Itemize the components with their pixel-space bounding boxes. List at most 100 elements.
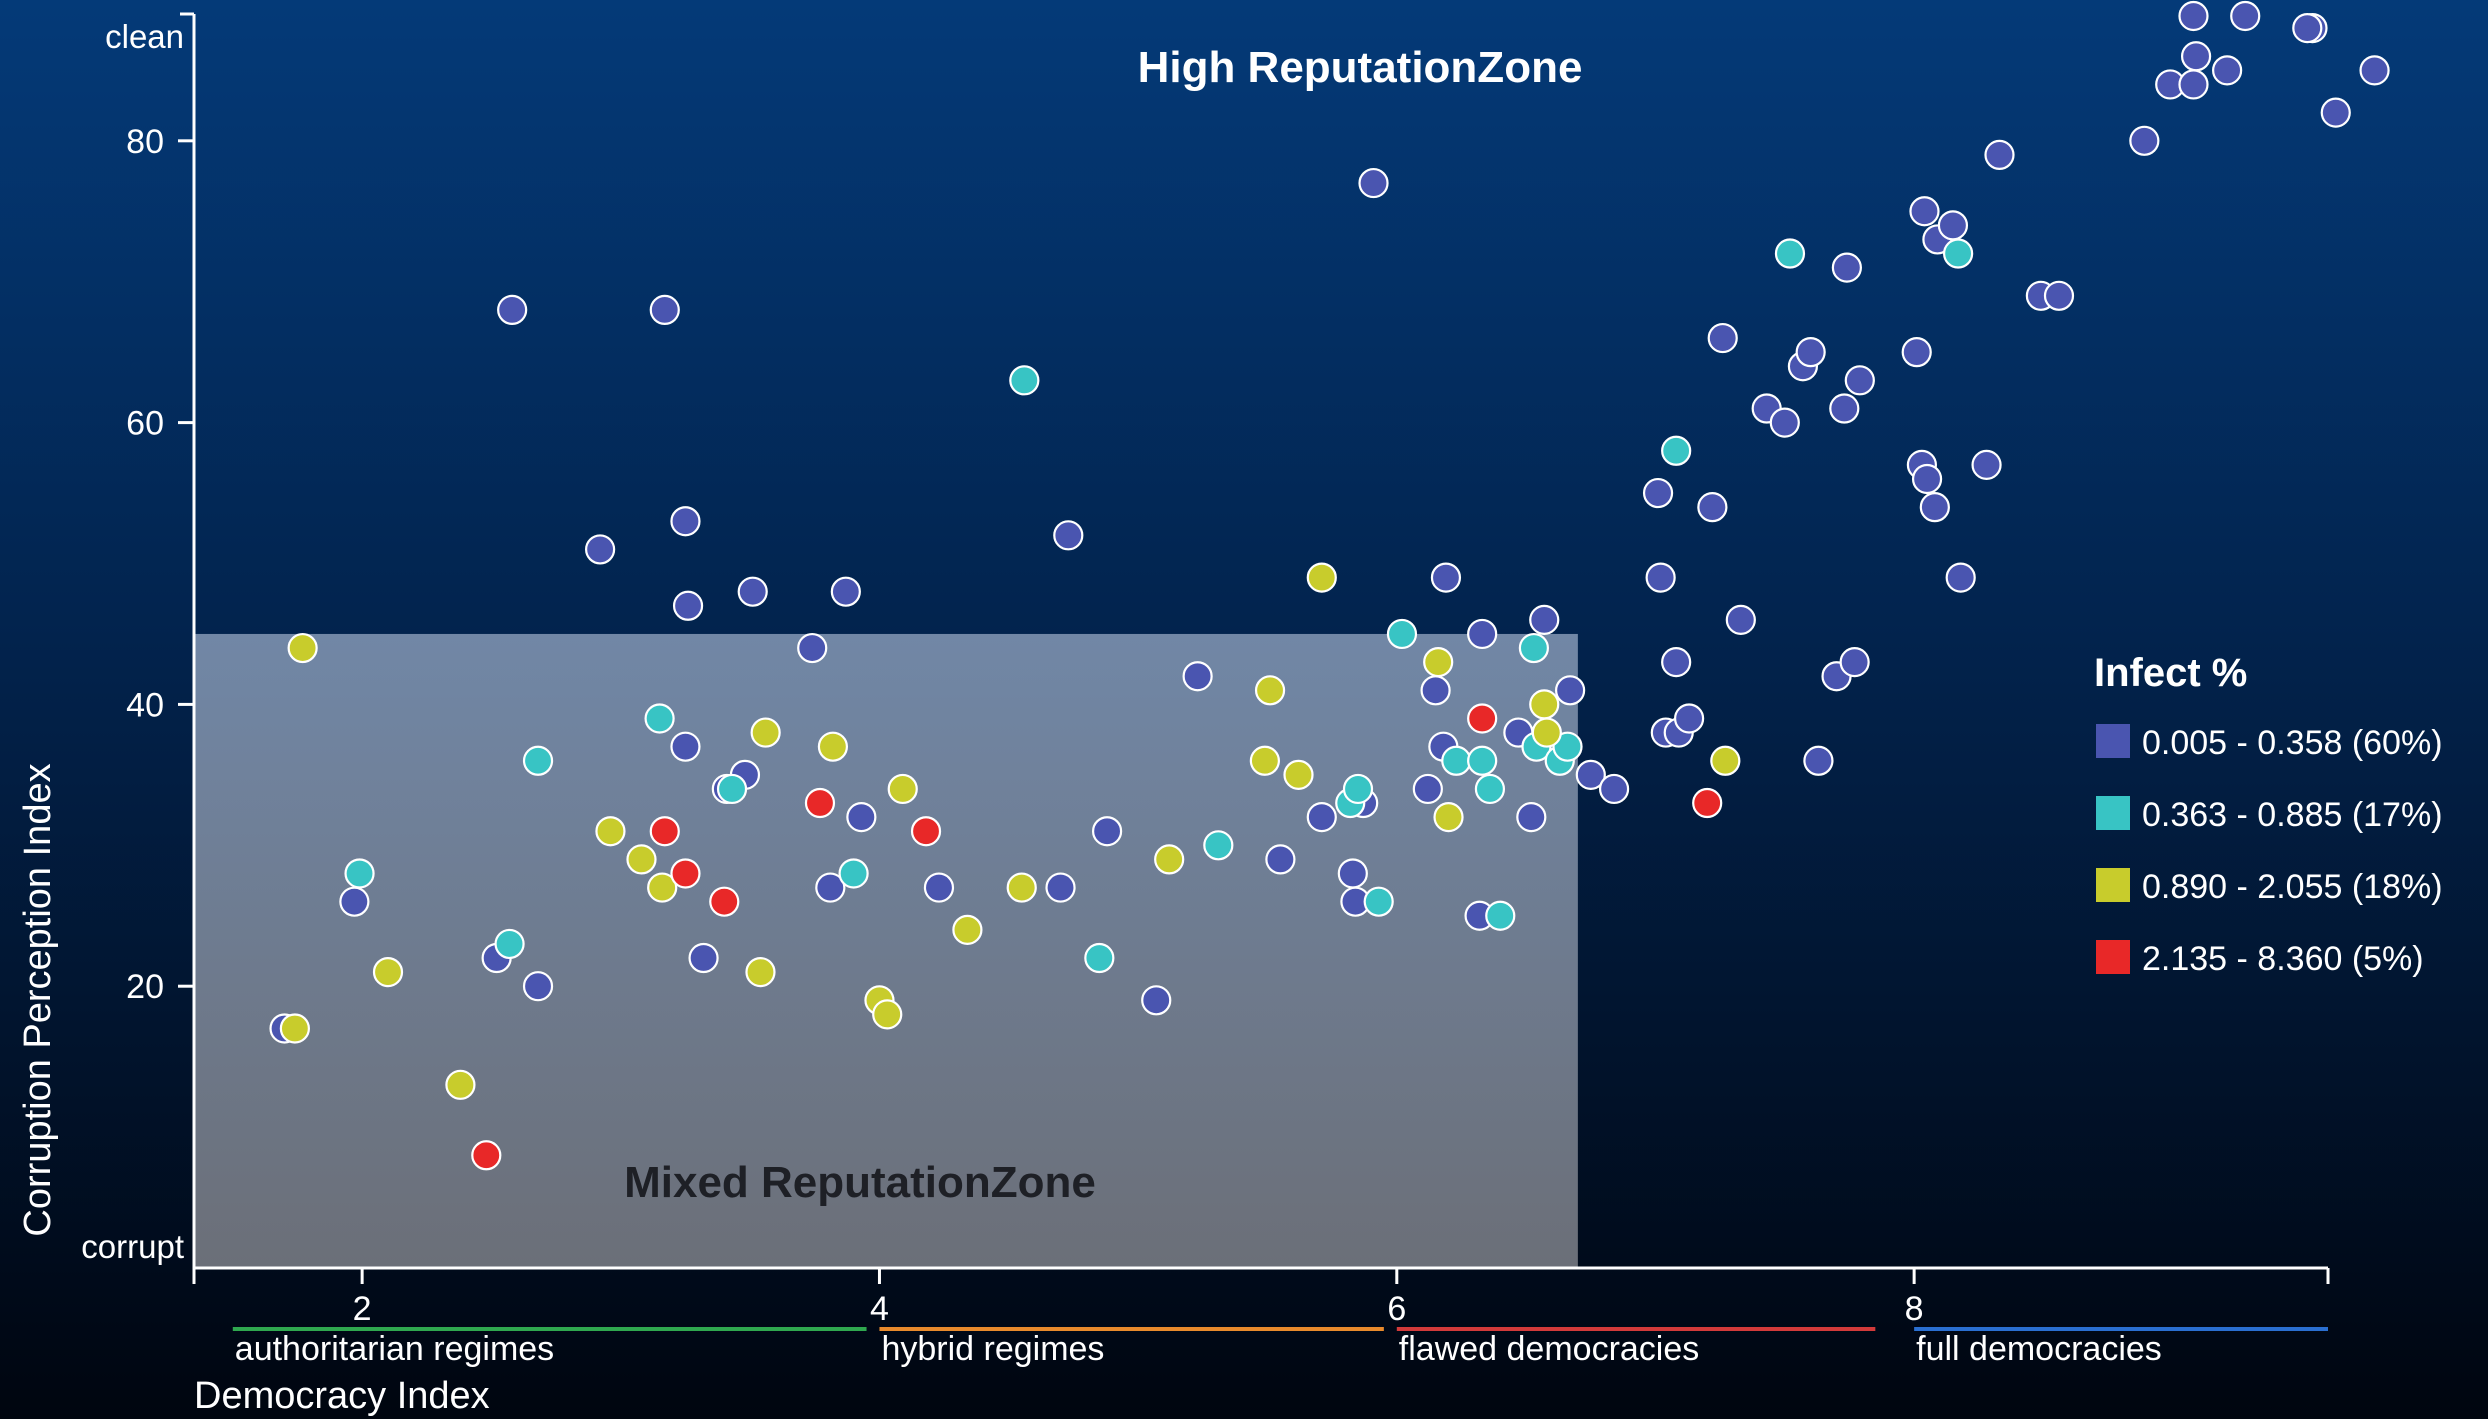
axis-layer <box>180 12 2330 1284</box>
x-axis-title: Democracy Index <box>194 1375 490 1417</box>
data-point <box>1943 238 1974 269</box>
data-point <box>1423 647 1454 678</box>
data-point <box>716 773 748 805</box>
data-point <box>1919 492 1950 523</box>
data-point <box>287 632 318 664</box>
x-tick-layer: 2 4 6 8 <box>353 1268 1924 1328</box>
data-point <box>626 844 657 875</box>
legend-label-3: 0.890 - 2.055 (18%) <box>2142 868 2443 906</box>
data-point <box>1337 858 1368 889</box>
data-point <box>2180 41 2212 72</box>
data-point <box>344 858 375 889</box>
regime-band-label: full democracies <box>1916 1330 2162 1368</box>
legend-label-2: 0.363 - 0.885 (17%) <box>2142 796 2443 834</box>
data-point <box>2320 97 2351 128</box>
data-point <box>1831 252 1862 283</box>
data-point <box>1901 337 1932 368</box>
data-point <box>1141 985 1172 1016</box>
data-point <box>445 1069 476 1100</box>
data-point <box>1575 759 1606 790</box>
data-point <box>815 872 846 903</box>
data-point <box>670 858 701 889</box>
data-point <box>1984 139 2015 170</box>
data-point <box>709 886 740 917</box>
data-point <box>595 816 626 847</box>
data-point <box>1485 900 1516 931</box>
data-point <box>644 703 675 734</box>
data-point <box>1363 886 1394 917</box>
mixed-reputation-zone <box>194 633 1578 1268</box>
data-point <box>672 590 704 621</box>
data-point <box>1945 562 1976 593</box>
legend: Infect % 0.005 - 0.358 (60%) 0.363 - 0.8… <box>2094 651 2443 978</box>
data-point <box>647 872 678 903</box>
data-point <box>797 632 828 664</box>
legend-swatch-1 <box>2096 724 2130 758</box>
legend-swatch-3 <box>2096 868 2130 902</box>
data-point <box>1467 745 1498 776</box>
data-point <box>1829 393 1860 424</box>
x-tick-label: 8 <box>1905 1290 1924 1328</box>
data-point <box>2043 280 2075 311</box>
high-reputation-zone-label: High ReputationZone <box>1138 43 1583 92</box>
data-point <box>1154 844 1185 875</box>
data-point <box>1774 238 1806 269</box>
data-point <box>1265 844 1296 875</box>
data-point <box>1844 365 1875 396</box>
data-point <box>1009 365 1040 396</box>
data-point <box>1839 647 1870 678</box>
data-point <box>1474 773 1506 805</box>
data-point <box>1283 759 1314 790</box>
data-point <box>1306 802 1337 833</box>
data-point <box>372 957 404 988</box>
data-point <box>471 1140 502 1171</box>
data-point <box>1084 942 1115 974</box>
data-point <box>910 816 942 847</box>
data-point <box>1911 463 1943 495</box>
x-tick-label: 2 <box>353 1290 372 1328</box>
data-point <box>750 717 781 748</box>
data-point <box>497 294 528 325</box>
data-point <box>1430 562 1462 593</box>
data-point <box>585 534 616 565</box>
y-tick-layer: 20 40 60 80 <box>126 123 194 1006</box>
data-point <box>2178 0 2209 32</box>
data-point <box>923 872 955 903</box>
data-point <box>339 886 370 917</box>
data-point <box>1598 773 1630 805</box>
zone-layer <box>194 633 1578 1268</box>
data-point <box>2212 55 2243 86</box>
data-point <box>522 971 554 1002</box>
data-point <box>872 999 903 1030</box>
x-tick-label: 4 <box>870 1290 889 1328</box>
y-axis-bottom-label: corrupt <box>81 1228 184 1265</box>
data-point <box>670 506 701 537</box>
data-point <box>830 576 861 607</box>
legend-swatch-4 <box>2096 940 2130 974</box>
data-point <box>1661 435 1692 466</box>
data-point <box>1795 337 1826 368</box>
data-point <box>1642 477 1674 509</box>
data-point <box>1467 618 1498 650</box>
data-point <box>1441 745 1472 776</box>
data-point <box>2292 12 2323 44</box>
data-point <box>804 787 836 819</box>
data-point <box>1692 787 1723 819</box>
data-point <box>1254 675 1286 706</box>
y-tick-label: 40 <box>126 686 164 724</box>
data-point <box>1249 745 1280 776</box>
data-point <box>1710 745 1741 776</box>
data-point <box>838 858 869 889</box>
legend-swatch-2 <box>2096 796 2130 830</box>
data-point <box>494 928 525 960</box>
y-tick-label: 60 <box>126 405 164 443</box>
data-point <box>688 942 719 974</box>
data-point <box>1529 604 1560 635</box>
data-point <box>1673 703 1705 734</box>
data-point <box>1358 167 1389 199</box>
data-point <box>1045 872 1076 903</box>
data-point <box>1182 661 1213 692</box>
data-point <box>649 816 680 847</box>
data-point <box>1006 872 1037 903</box>
